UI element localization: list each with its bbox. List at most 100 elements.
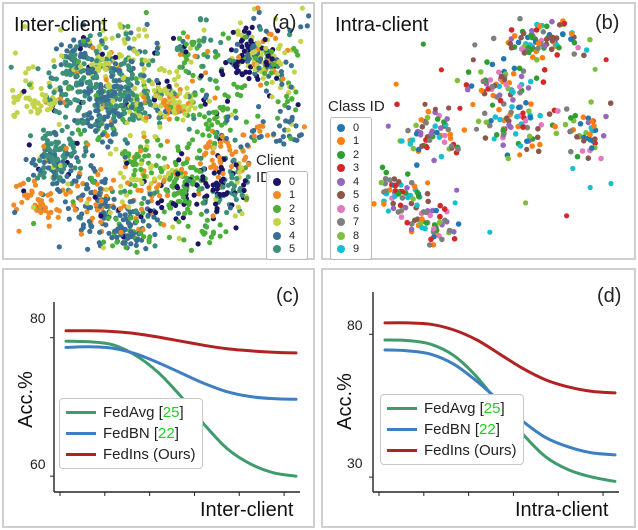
scatter-point: [179, 151, 185, 157]
scatter-point: [145, 212, 151, 218]
legend-label: 7: [353, 216, 360, 229]
scatter-point: [592, 127, 599, 133]
scatter-point: [182, 198, 188, 204]
scatter-point: [124, 78, 131, 84]
scatter-point: [201, 152, 207, 158]
scatter-point: [198, 155, 204, 161]
scatter-point: [116, 113, 123, 119]
scatter-point: [225, 35, 232, 41]
scatter-point: [390, 200, 396, 207]
scatter-point: [179, 188, 185, 194]
scatter-point: [517, 90, 523, 96]
scatter-point: [63, 79, 69, 86]
scatter-point: [107, 210, 113, 216]
scatter-point: [113, 78, 119, 84]
scatter-point: [385, 123, 391, 129]
scatter-point: [202, 230, 208, 236]
scatter-point: [431, 225, 437, 232]
scatter-point: [101, 239, 107, 245]
scatter-point: [62, 162, 68, 168]
scatter-point: [282, 127, 288, 133]
scatter-point: [147, 208, 153, 214]
scatter-point: [203, 95, 209, 101]
scatter-point: [257, 26, 263, 32]
scatter-point: [43, 92, 49, 98]
scatter-point: [204, 217, 210, 223]
scatter-point: [32, 98, 38, 104]
scatter-point: [156, 115, 162, 121]
scatter-point: [175, 144, 181, 150]
scatter-point: [212, 95, 218, 101]
scatter-point: [487, 229, 493, 235]
scatter-point: [516, 104, 522, 111]
scatter-point: [67, 43, 73, 49]
x-axis-label: Inter-client: [200, 499, 294, 521]
scatter-point: [89, 62, 95, 68]
scatter-point: [107, 93, 113, 99]
scatter-point: [218, 39, 224, 46]
scatter-point: [119, 199, 125, 205]
scatter-point: [151, 176, 157, 182]
scatter-point: [500, 142, 506, 148]
scatter-point: [42, 97, 48, 103]
scatter-point: [141, 94, 147, 100]
scatter-point: [192, 53, 198, 59]
scatter-point: [130, 92, 136, 98]
scatter-point: [553, 130, 560, 137]
scatter-point: [540, 29, 547, 35]
scatter-point: [208, 37, 214, 43]
scatter-point: [166, 83, 172, 89]
scatter-point: [65, 205, 71, 212]
scatter-point: [26, 142, 32, 148]
scatter-point: [126, 45, 133, 51]
scatter-point: [452, 200, 458, 206]
scatter-point: [255, 76, 261, 82]
legend-item: 9: [331, 243, 371, 257]
scatter-point: [51, 168, 57, 175]
scatter-point: [277, 42, 283, 48]
scatter-point: [141, 195, 147, 201]
scatter-point: [78, 131, 84, 137]
scatter-point: [265, 53, 271, 59]
scatter-point: [589, 145, 595, 151]
scatter-point: [204, 208, 210, 214]
scatter-point: [56, 110, 62, 116]
scatter-point: [402, 204, 409, 211]
scatter-point: [110, 243, 116, 249]
scatter-point: [88, 223, 94, 229]
scatter-point: [517, 15, 523, 22]
scatter-point: [298, 24, 304, 30]
scatter-point: [260, 123, 266, 129]
scatter-point: [478, 69, 484, 75]
scatter-point: [88, 175, 95, 181]
scatter-point: [124, 160, 130, 166]
scatter-point: [207, 76, 213, 82]
scatter-point: [410, 145, 417, 152]
scatter-point: [126, 151, 132, 157]
scatter-point: [45, 165, 51, 171]
y-tick-label: 80: [347, 317, 363, 333]
scatter-point: [97, 121, 103, 127]
scatter-point: [12, 50, 18, 56]
scatter-point: [190, 137, 196, 143]
scatter-point: [44, 138, 51, 144]
scatter-point: [534, 134, 541, 141]
scatter-point: [587, 184, 593, 191]
scatter-point: [72, 165, 78, 171]
scatter-point: [378, 179, 385, 186]
citation: 25: [162, 404, 180, 421]
scatter-point: [157, 193, 163, 199]
scatter-point: [76, 105, 82, 111]
scatter-point: [183, 159, 190, 165]
scatter-point: [174, 46, 180, 53]
scatter-point: [175, 73, 181, 80]
scatter-point: [187, 210, 193, 216]
legend-item-fedins: FedIns (Ours): [387, 440, 517, 461]
scatter-point: [207, 139, 213, 145]
scatter-point: [196, 42, 202, 49]
scatter-point: [296, 133, 303, 139]
scatter-point: [555, 108, 561, 114]
scatter-point: [465, 69, 472, 75]
scatter-point: [448, 143, 455, 149]
scatter-point: [52, 100, 58, 106]
